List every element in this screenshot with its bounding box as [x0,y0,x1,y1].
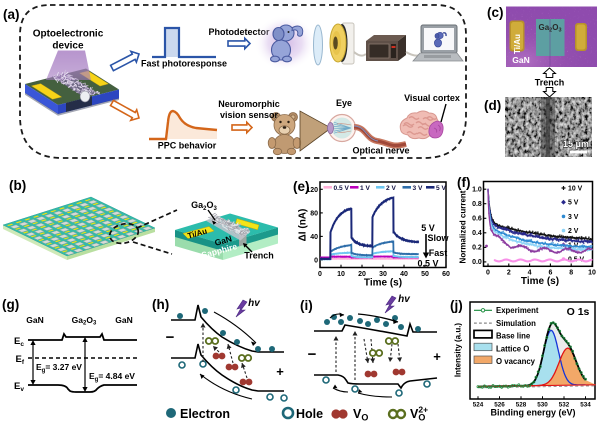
svg-text:PPC behavior: PPC behavior [158,141,217,151]
svg-text:2 V: 2 V [568,228,579,235]
svg-text:2 V: 2 V [386,185,396,192]
svg-text:GaN: GaN [213,233,233,247]
svg-text:80: 80 [310,210,318,217]
svg-text:40: 40 [400,271,408,278]
svg-text:Photodetector: Photodetector [208,27,269,37]
svg-text:(d): (d) [484,98,501,113]
svg-text:Time (s): Time (s) [364,278,402,289]
svg-text:(f): (f) [457,175,471,190]
svg-text:−: − [166,329,175,346]
svg-text:40: 40 [310,234,318,241]
svg-text:(i): (i) [300,298,313,313]
svg-text:ΔI (nA): ΔI (nA) [298,209,309,242]
svg-text:Simulation: Simulation [496,319,536,328]
svg-text:Optoelectronic: Optoelectronic [33,29,104,40]
svg-text:20: 20 [358,271,366,278]
svg-text:0.2: 0.2 [472,245,482,252]
svg-text:0.6: 0.6 [472,216,482,223]
svg-text:0.0: 0.0 [472,259,482,266]
svg-text:0: 0 [314,258,318,265]
svg-text:(c): (c) [487,5,504,20]
svg-text:−: − [308,346,317,363]
svg-text:GaN: GaN [26,315,43,325]
svg-text:120: 120 [306,187,318,194]
svg-text:Neuromorphic: Neuromorphic [218,99,280,109]
svg-text:534: 534 [580,402,591,409]
svg-text:10: 10 [588,270,596,277]
svg-text:(h): (h) [152,297,169,312]
svg-text:(j): (j) [450,298,463,313]
svg-text:Intensity (a.u.): Intensity (a.u.) [454,323,463,378]
svg-text:0.4: 0.4 [472,230,482,237]
svg-text:0: 0 [318,271,322,278]
svg-text:Ti/Au: Ti/Au [513,34,522,54]
svg-text:Experiment: Experiment [496,306,539,315]
svg-text:(e): (e) [293,179,310,194]
svg-text:Trench: Trench [244,251,274,261]
svg-text:Electron: Electron [180,407,230,421]
svg-text:10 V: 10 V [568,186,583,193]
svg-text:524: 524 [473,402,484,409]
svg-text:(b): (b) [9,178,26,193]
svg-text:530: 530 [537,402,548,409]
svg-text:Ec: Ec [14,336,24,348]
svg-text:device: device [52,41,84,52]
svg-text:0.8: 0.8 [472,201,482,208]
svg-text:Ga2O3: Ga2O3 [72,315,97,327]
svg-text:Optical nerve: Optical nerve [352,146,409,156]
svg-text:Ef: Ef [15,354,24,366]
svg-text:3 V: 3 V [413,185,423,192]
svg-text:526: 526 [494,402,505,409]
svg-text:vision sensor: vision sensor [220,110,279,120]
svg-text:GaN: GaN [512,55,529,65]
svg-text:+: + [433,349,441,364]
svg-text:60: 60 [442,271,450,278]
svg-text:Eg= 3.27 eV: Eg= 3.27 eV [36,362,82,374]
svg-text:Hole: Hole [296,407,323,421]
svg-text:Eye: Eye [336,98,352,108]
svg-text:0: 0 [486,270,490,277]
svg-text:Binding energy (eV): Binding energy (eV) [490,408,575,418]
svg-text:4: 4 [528,270,532,277]
svg-text:hv: hv [398,294,411,305]
svg-text:528: 528 [516,402,527,409]
svg-text:0.5 V: 0.5 V [417,259,438,269]
svg-text:Eg= 4.84 eV: Eg= 4.84 eV [89,371,135,383]
svg-text:50: 50 [421,271,429,278]
svg-text:hv: hv [248,298,261,309]
svg-text:VO2+: VO2+ [410,405,428,423]
svg-text:O vacancy: O vacancy [496,357,536,366]
svg-text:1.0: 1.0 [472,187,482,194]
svg-text:GaN: GaN [115,315,132,325]
svg-text:6: 6 [548,270,552,277]
svg-text:(a): (a) [3,7,20,22]
svg-text:Visual cortex: Visual cortex [404,93,460,103]
svg-text:Slow: Slow [427,233,449,243]
svg-text:Lattice O: Lattice O [496,344,529,353]
svg-text:0.5 V: 0.5 V [334,185,350,192]
svg-text:Base line: Base line [496,332,531,341]
svg-text:15 μm: 15 μm [563,139,589,149]
svg-text:3 V: 3 V [568,214,579,221]
svg-text:(g): (g) [2,297,19,312]
svg-text:Ev: Ev [14,381,24,393]
svg-text:5 V: 5 V [421,223,435,233]
svg-text:5 V: 5 V [568,200,579,207]
svg-text:+: + [276,364,284,379]
svg-text:8: 8 [569,270,573,277]
svg-text:Ga2O3: Ga2O3 [538,23,561,34]
svg-text:Fast: Fast [429,248,448,258]
svg-text:1 V: 1 V [360,185,370,192]
svg-text:Time (s): Time (s) [521,276,559,287]
svg-text:O 1s: O 1s [567,306,590,318]
svg-text:2: 2 [507,270,511,277]
svg-text:Fast photoresponse: Fast photoresponse [141,59,227,69]
svg-text:Trench: Trench [535,78,565,88]
svg-text:Ga2O3: Ga2O3 [191,200,217,212]
svg-text:30: 30 [379,271,387,278]
svg-text:532: 532 [559,402,570,409]
svg-text:Normalized current: Normalized current [459,190,468,263]
svg-text:10: 10 [337,271,345,278]
svg-text:5 V: 5 V [436,185,446,192]
